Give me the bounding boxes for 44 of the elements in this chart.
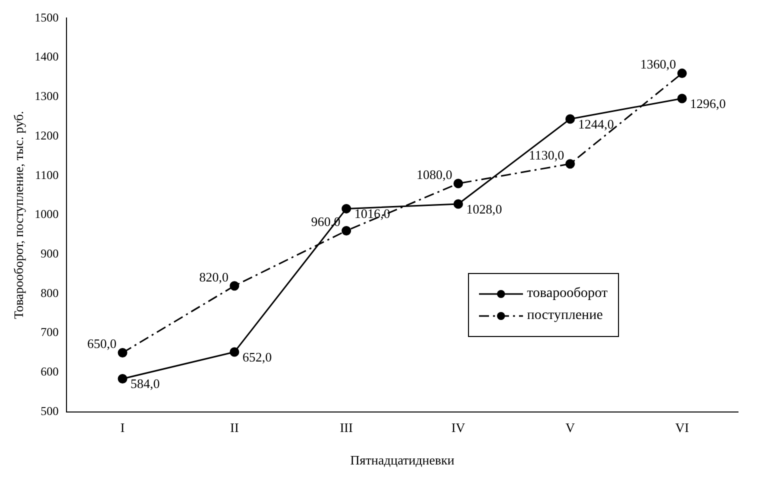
point — [118, 348, 128, 358]
data-label: 652,0 — [242, 349, 272, 364]
data-label: 1244,0 — [578, 116, 614, 132]
point — [118, 374, 128, 384]
x-axis-title: Пятнадцатидневки — [350, 452, 454, 468]
y-axis-title: Товарооборот, поступление, тыс. руб. — [11, 110, 26, 320]
y-tick-label: 900 — [40, 246, 59, 261]
data-label: 1028,0 — [466, 201, 502, 216]
data-label: 650,0 — [87, 336, 117, 352]
legend-label: поступление — [527, 308, 603, 324]
y-tick-label: 1400 — [34, 50, 59, 64]
point — [342, 204, 352, 214]
y-tick-label: 800 — [40, 286, 59, 300]
data-label: 1130,0 — [528, 147, 564, 162]
x-tick-label: I — [120, 420, 125, 436]
y-tick-label: 1000 — [34, 207, 59, 222]
point — [677, 68, 687, 78]
data-label: 1080,0 — [416, 166, 452, 182]
x-tick-label: II — [230, 420, 239, 436]
point — [565, 159, 575, 169]
x-tick-label: V — [565, 420, 576, 436]
x-tick-label: IV — [451, 420, 466, 436]
legend-label: товарооборот — [527, 286, 608, 302]
y-tick-label: 1100 — [35, 168, 59, 182]
y-tick-label: 700 — [40, 325, 59, 340]
data-label: 1360,0 — [640, 56, 676, 72]
data-label: 1296,0 — [690, 96, 726, 111]
data-label: 820,0 — [199, 269, 228, 284]
point — [342, 226, 352, 236]
point — [454, 199, 463, 209]
point — [677, 94, 687, 104]
y-tick-label: 1300 — [34, 89, 59, 104]
data-label: 1016,0 — [354, 206, 390, 222]
point — [230, 281, 240, 291]
point — [454, 178, 463, 188]
y-tick-label: 500 — [40, 404, 59, 418]
point — [565, 114, 575, 124]
y-tick-label: 1200 — [34, 128, 59, 142]
point — [230, 347, 240, 357]
x-tick-label: III — [340, 420, 353, 436]
y-tick-label: 600 — [40, 364, 59, 379]
y-tick-label: 1500 — [34, 10, 59, 24]
x-tick-label: VI — [675, 420, 689, 436]
data-label: 584,0 — [130, 376, 160, 392]
